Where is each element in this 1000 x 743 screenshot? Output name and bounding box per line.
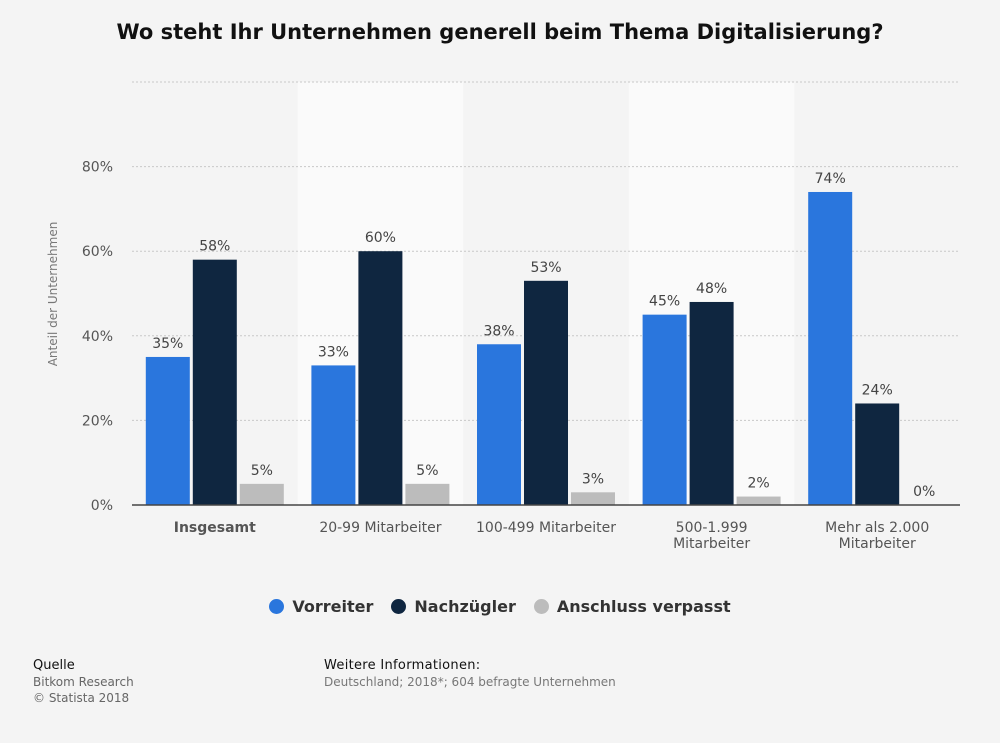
bar bbox=[477, 344, 521, 505]
bar-chart: 0% 20% 40% 60% 80% Anteil der Unternehmen 35% 5… bbox=[46, 81, 960, 552]
bar-value-label: 5% bbox=[251, 463, 273, 479]
source-block: Quelle Bitkom Research © Statista 2018 bbox=[33, 658, 134, 706]
legend-marker-anschluss-verpasst bbox=[533, 599, 549, 614]
chart-title: Wo steht Ihr Unternehmen generell beim T… bbox=[116, 20, 884, 44]
info-heading[interactable]: Weitere Informationen: bbox=[324, 658, 481, 673]
bar bbox=[145, 356, 190, 505]
source-line: Bitkom Research bbox=[33, 675, 134, 689]
legend-label-nachzuegler: Nachzügler bbox=[414, 597, 516, 616]
legend-item-vorreiter[interactable]: Vorreiter bbox=[269, 597, 373, 616]
bar-value-label: 48% bbox=[696, 281, 727, 297]
source-heading: Quelle bbox=[33, 658, 75, 673]
bar-value-label: 53% bbox=[530, 260, 561, 276]
legend-item-anschluss-verpasst[interactable]: Anschluss verpasst bbox=[533, 597, 731, 616]
bar bbox=[736, 496, 781, 505]
info-block: Weitere Informationen: Deutschland; 2018… bbox=[324, 658, 616, 690]
bar-value-label: 0% bbox=[913, 484, 935, 500]
bar bbox=[642, 314, 687, 505]
x-tick-label: 500-1.999 bbox=[676, 520, 748, 536]
bar bbox=[855, 403, 900, 505]
legend-item-nachzuegler[interactable]: Nachzügler bbox=[391, 597, 516, 616]
bar-value-label: 58% bbox=[199, 239, 230, 255]
x-tick-label: 100-499 Mitarbeiter bbox=[476, 520, 616, 536]
x-tick-label: Mehr als 2.000 bbox=[825, 520, 929, 536]
x-tick-label: Mitarbeiter bbox=[839, 536, 916, 552]
legend-label-vorreiter: Vorreiter bbox=[292, 597, 374, 616]
bar bbox=[358, 251, 403, 505]
legend-marker-nachzuegler bbox=[391, 599, 407, 614]
bar-value-label: 38% bbox=[483, 323, 514, 339]
bar bbox=[311, 365, 356, 505]
info-text: Deutschland; 2018*; 604 befragte Unterne… bbox=[324, 675, 616, 689]
y-tick-label: 60% bbox=[82, 244, 113, 260]
bar-value-label: 33% bbox=[318, 344, 349, 360]
bar-value-label: 60% bbox=[365, 230, 396, 246]
y-tick-label: 40% bbox=[82, 329, 113, 345]
copyright-line: © Statista 2018 bbox=[33, 691, 130, 705]
x-tick-label: 20-99 Mitarbeiter bbox=[319, 520, 441, 536]
y-tick-label: 80% bbox=[82, 160, 113, 176]
bar bbox=[571, 492, 615, 505]
bar bbox=[192, 259, 237, 505]
bar-value-label: 5% bbox=[416, 463, 438, 479]
bar-value-label: 35% bbox=[152, 336, 183, 352]
bar-value-label: 74% bbox=[815, 171, 846, 187]
y-tick-label: 20% bbox=[82, 413, 113, 429]
chart-legend: Vorreiter Nachzügler Anschluss verpasst bbox=[0, 597, 1000, 616]
x-tick-label: Insgesamt bbox=[174, 520, 256, 536]
y-tick-label: 0% bbox=[91, 498, 113, 514]
bar bbox=[524, 280, 568, 505]
legend-label-anschluss-verpasst: Anschluss verpasst bbox=[556, 597, 731, 616]
bar-value-label: 2% bbox=[747, 476, 769, 492]
bar bbox=[808, 191, 853, 506]
bar-value-label: 24% bbox=[862, 382, 893, 398]
bar-value-label: 45% bbox=[649, 294, 680, 310]
y-axis-label: Anteil der Unternehmen bbox=[46, 222, 60, 367]
bar bbox=[689, 301, 734, 505]
bar bbox=[239, 483, 284, 505]
bar bbox=[405, 483, 450, 505]
bar-value-label: 3% bbox=[582, 471, 604, 487]
legend-marker-vorreiter bbox=[269, 599, 285, 614]
x-tick-label: Mitarbeiter bbox=[673, 536, 750, 552]
